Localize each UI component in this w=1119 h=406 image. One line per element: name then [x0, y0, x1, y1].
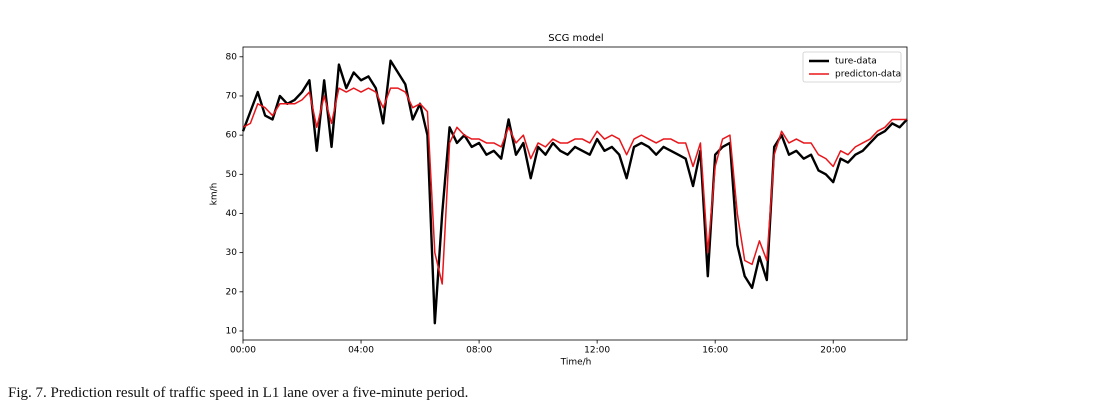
caption: Fig. 7. Prediction result of traffic spe… — [8, 385, 469, 401]
x-axis-label: Time/h — [560, 358, 592, 368]
y-tick-label: 60 — [226, 131, 238, 141]
data-line — [242, 87, 907, 285]
x-tick-label: 04:00 — [348, 346, 374, 356]
y-tick-label: 80 — [226, 52, 238, 62]
x-tick-label: 12:00 — [584, 346, 610, 356]
chart-title: SCG model — [548, 33, 603, 44]
y-axis-label: km/h — [210, 183, 220, 206]
x-tick-label: 20:00 — [820, 346, 846, 356]
chart: SCG model Time/h km/h 10 20 30 40 50 60 70 80 00… — [210, 33, 908, 368]
x-tick-label: 08:00 — [466, 346, 492, 356]
data-line — [241, 59, 908, 325]
x-tick-label: 16:00 — [702, 346, 728, 356]
legend-label: predicton-data — [835, 70, 901, 80]
y-tick-label: 70 — [226, 91, 238, 101]
x-tick-label: 00:00 — [230, 346, 256, 356]
legend-label: ture-data — [835, 57, 877, 67]
y-tick-label: 50 — [226, 170, 238, 180]
y-tick-label: 40 — [226, 209, 238, 219]
y-tick-label: 30 — [226, 248, 238, 258]
plot-frame — [242, 46, 908, 341]
y-tick-label: 10 — [226, 326, 238, 336]
y-tick-label: 20 — [226, 287, 238, 297]
